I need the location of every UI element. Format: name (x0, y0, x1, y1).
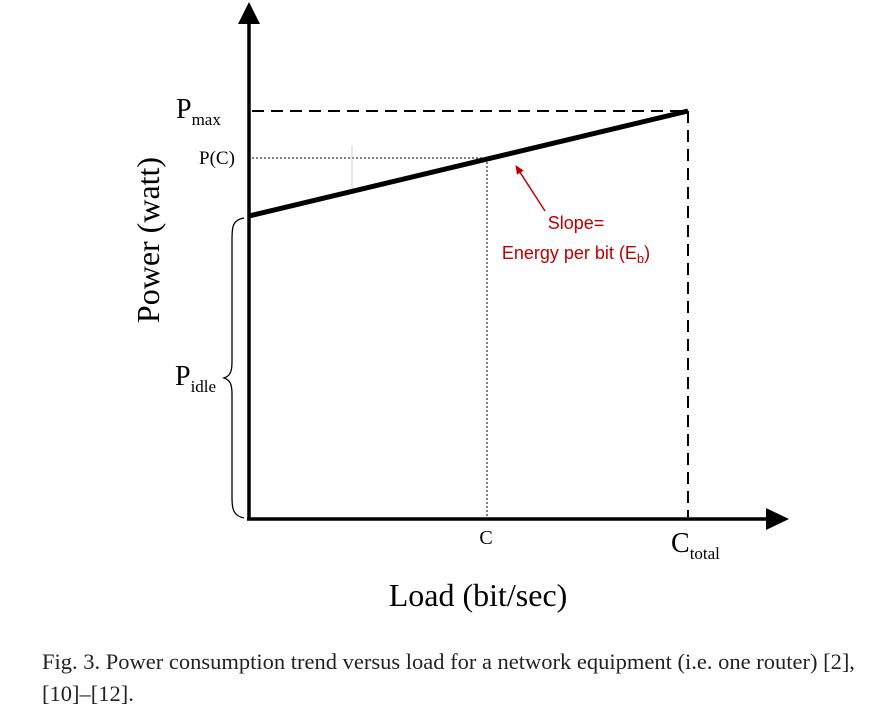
pmax-label: Pmax (176, 94, 221, 129)
slope-arrow (515, 165, 546, 212)
pidle-brace (221, 217, 245, 519)
pidle-label: Pidle (175, 361, 216, 396)
power-trend-line (248, 108, 689, 219)
slope-annotation-line1: Slope= (548, 213, 605, 233)
slope-annotation-line2: Energy per bit (Eb) (502, 243, 650, 266)
y-axis-title: Power (watt) (130, 157, 166, 323)
figure-caption: Fig. 3. Power consumption trend versus l… (42, 649, 855, 706)
x-axis-title: Load (bit/sec) (389, 577, 568, 613)
c-label: C (479, 527, 492, 549)
x-axis-arrowhead (766, 508, 789, 530)
y-axis-arrowhead (238, 2, 260, 24)
ctotal-label: Ctotal (671, 528, 720, 563)
pc-label: P(C) (199, 148, 235, 169)
